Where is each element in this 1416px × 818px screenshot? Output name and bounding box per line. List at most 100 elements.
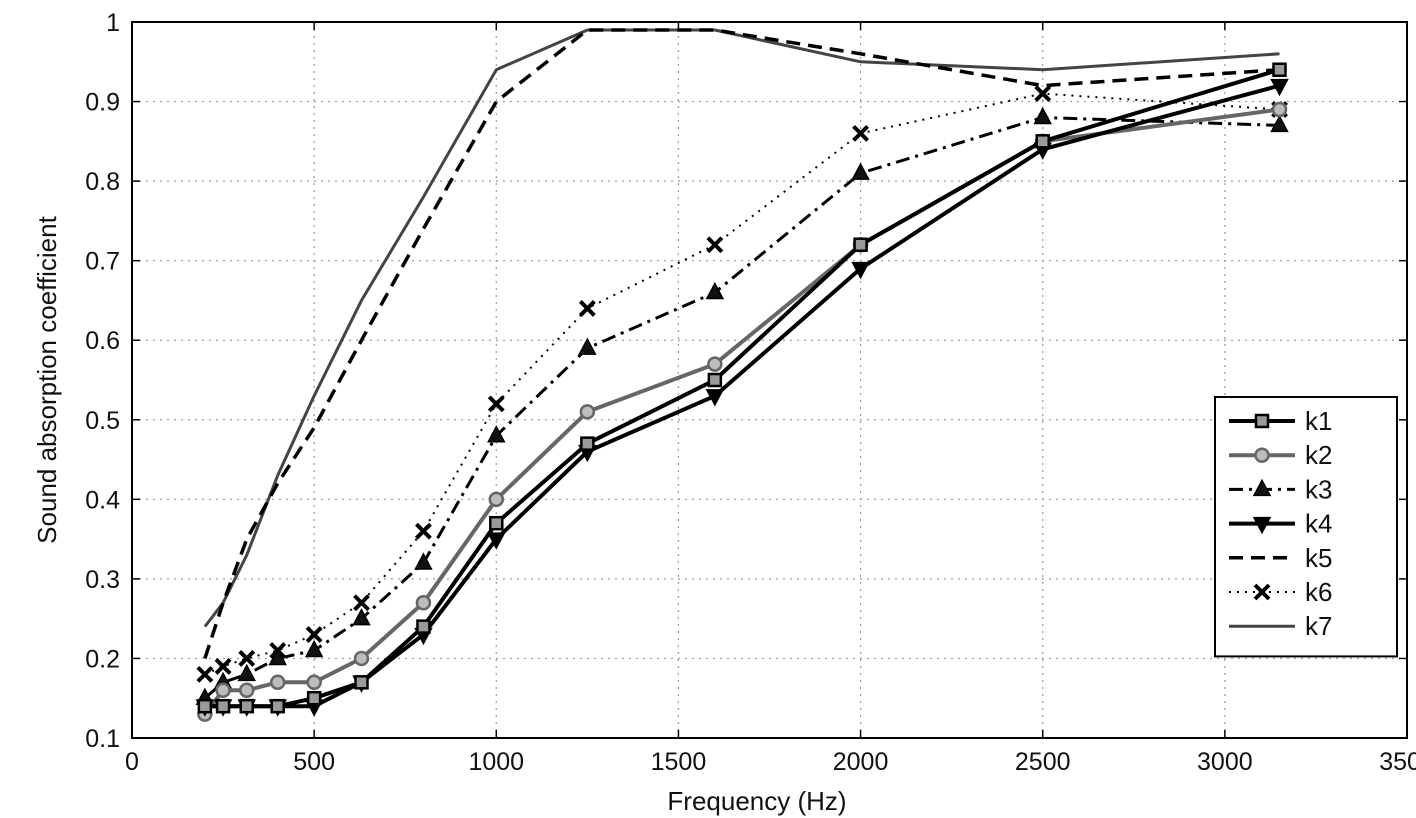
grid bbox=[132, 22, 1407, 738]
data-point-k2 bbox=[488, 491, 505, 508]
y-tick-label: 0.1 bbox=[85, 725, 120, 753]
legend-label-k4: k4 bbox=[1305, 509, 1332, 539]
data-point-k6 bbox=[578, 299, 596, 317]
data-point-k3 bbox=[578, 337, 597, 355]
y-tick-label: 0.2 bbox=[85, 645, 120, 673]
x-tick-label: 500 bbox=[293, 748, 335, 776]
x-tick-label: 2000 bbox=[833, 748, 889, 776]
data-point-k4 bbox=[487, 532, 506, 550]
series-k1 bbox=[197, 62, 1287, 714]
y-tick-label: 0.6 bbox=[85, 327, 120, 355]
data-point-k6 bbox=[706, 236, 724, 254]
data-point-k6 bbox=[238, 650, 256, 667]
legend-label-k7: k7 bbox=[1305, 611, 1332, 641]
data-point-k3 bbox=[1270, 114, 1289, 133]
data-point-k3 bbox=[352, 608, 371, 626]
data-point-k3 bbox=[851, 162, 870, 180]
data-point-k1 bbox=[489, 515, 504, 531]
legend-marker-k1 bbox=[1254, 413, 1270, 429]
data-point-k3 bbox=[268, 647, 287, 666]
x-axis-label: Frequency (Hz) bbox=[667, 786, 846, 816]
data-point-k6-stroke bbox=[487, 395, 505, 413]
data-point-k2 bbox=[579, 404, 596, 420]
data-point-k1 bbox=[416, 619, 431, 634]
legend-label-k6: k6 bbox=[1305, 577, 1332, 607]
data-point-k2 bbox=[215, 682, 231, 699]
data-point-k6-stroke bbox=[196, 665, 214, 683]
y-tick-label: 0.5 bbox=[85, 407, 120, 435]
data-point-k3 bbox=[237, 663, 256, 682]
y-tick-label: 0.8 bbox=[85, 168, 120, 196]
data-point-k4 bbox=[851, 261, 870, 280]
data-point-k3 bbox=[705, 281, 725, 300]
legend-item-k6: k6 bbox=[1229, 577, 1332, 607]
x-tick-label: 2500 bbox=[1015, 748, 1071, 776]
data-point-k6 bbox=[1034, 85, 1052, 103]
legend-item-k3: k3 bbox=[1229, 474, 1332, 504]
data-point-k6 bbox=[305, 626, 323, 643]
series-k5 bbox=[203, 28, 1280, 659]
series-k7 bbox=[203, 28, 1280, 628]
data-point-k6-stroke bbox=[353, 594, 370, 612]
series-line-k5 bbox=[203, 28, 1280, 659]
data-point-k1 bbox=[215, 698, 231, 714]
data-point-k1 bbox=[306, 690, 322, 706]
data-point-k4 bbox=[1270, 78, 1289, 97]
legend: k1 k2 k3 k4 k5 k6 k7 bbox=[1214, 396, 1398, 658]
data-point-k2 bbox=[707, 356, 723, 372]
x-tick-label: 0 bbox=[125, 748, 139, 776]
data-point-k3 bbox=[487, 425, 506, 443]
data-point-k2 bbox=[269, 674, 286, 691]
data-point-k6 bbox=[353, 594, 370, 612]
data-point-k6-stroke bbox=[214, 657, 232, 675]
data-point-k6-stroke bbox=[415, 522, 432, 540]
data-point-k1 bbox=[853, 237, 868, 253]
series-line-k7 bbox=[203, 28, 1280, 628]
x-tick-label: 3000 bbox=[1197, 748, 1253, 776]
y-tick-label: 0.4 bbox=[85, 486, 120, 514]
data-point-k1 bbox=[580, 436, 595, 451]
data-point-k1 bbox=[1272, 62, 1287, 77]
data-point-k3 bbox=[304, 639, 324, 658]
legend-item-k1: k1 bbox=[1229, 406, 1332, 436]
legend-item-k5: k5 bbox=[1229, 543, 1332, 573]
data-point-k6-stroke bbox=[305, 626, 323, 643]
data-point-k6-stroke bbox=[1034, 85, 1052, 103]
data-point-k6 bbox=[852, 124, 869, 142]
data-point-k2 bbox=[239, 682, 255, 699]
y-tick-label: 1 bbox=[106, 9, 120, 37]
x-tick-label: 1500 bbox=[651, 748, 707, 776]
legend-box bbox=[1214, 396, 1398, 658]
data-point-k2 bbox=[1271, 101, 1288, 118]
legend-label-k2: k2 bbox=[1305, 440, 1332, 470]
data-point-k1 bbox=[239, 698, 254, 714]
data-point-k1 bbox=[270, 698, 285, 714]
series-layer bbox=[195, 28, 1289, 722]
y-tick-label: 0.7 bbox=[85, 248, 120, 276]
y-axis-label: Sound absorption coefficient bbox=[32, 215, 62, 543]
data-point-k4 bbox=[705, 389, 725, 407]
legend-marker-k4 bbox=[1252, 516, 1272, 535]
data-point-k6 bbox=[487, 395, 505, 413]
legend-label-k5: k5 bbox=[1305, 543, 1332, 573]
data-point-k6 bbox=[415, 522, 432, 540]
data-point-k6 bbox=[214, 657, 232, 675]
data-point-k6-stroke bbox=[238, 650, 256, 667]
legend-item-k4: k4 bbox=[1229, 509, 1332, 539]
data-point-k1 bbox=[707, 372, 723, 388]
data-point-k6-stroke bbox=[706, 236, 724, 254]
data-point-k3 bbox=[1033, 106, 1052, 125]
data-point-k6-stroke bbox=[578, 299, 596, 317]
data-point-k2 bbox=[353, 650, 370, 667]
data-point-k1 bbox=[354, 675, 369, 690]
y-tick-label: 0.3 bbox=[85, 566, 120, 594]
data-point-k6 bbox=[196, 665, 214, 683]
legend-marker-k6-stroke bbox=[1253, 583, 1271, 601]
legend-marker-k2 bbox=[1254, 447, 1270, 463]
plot-area bbox=[132, 22, 1407, 738]
legend-marker-k3 bbox=[1252, 478, 1272, 497]
data-point-k1 bbox=[1035, 134, 1050, 149]
